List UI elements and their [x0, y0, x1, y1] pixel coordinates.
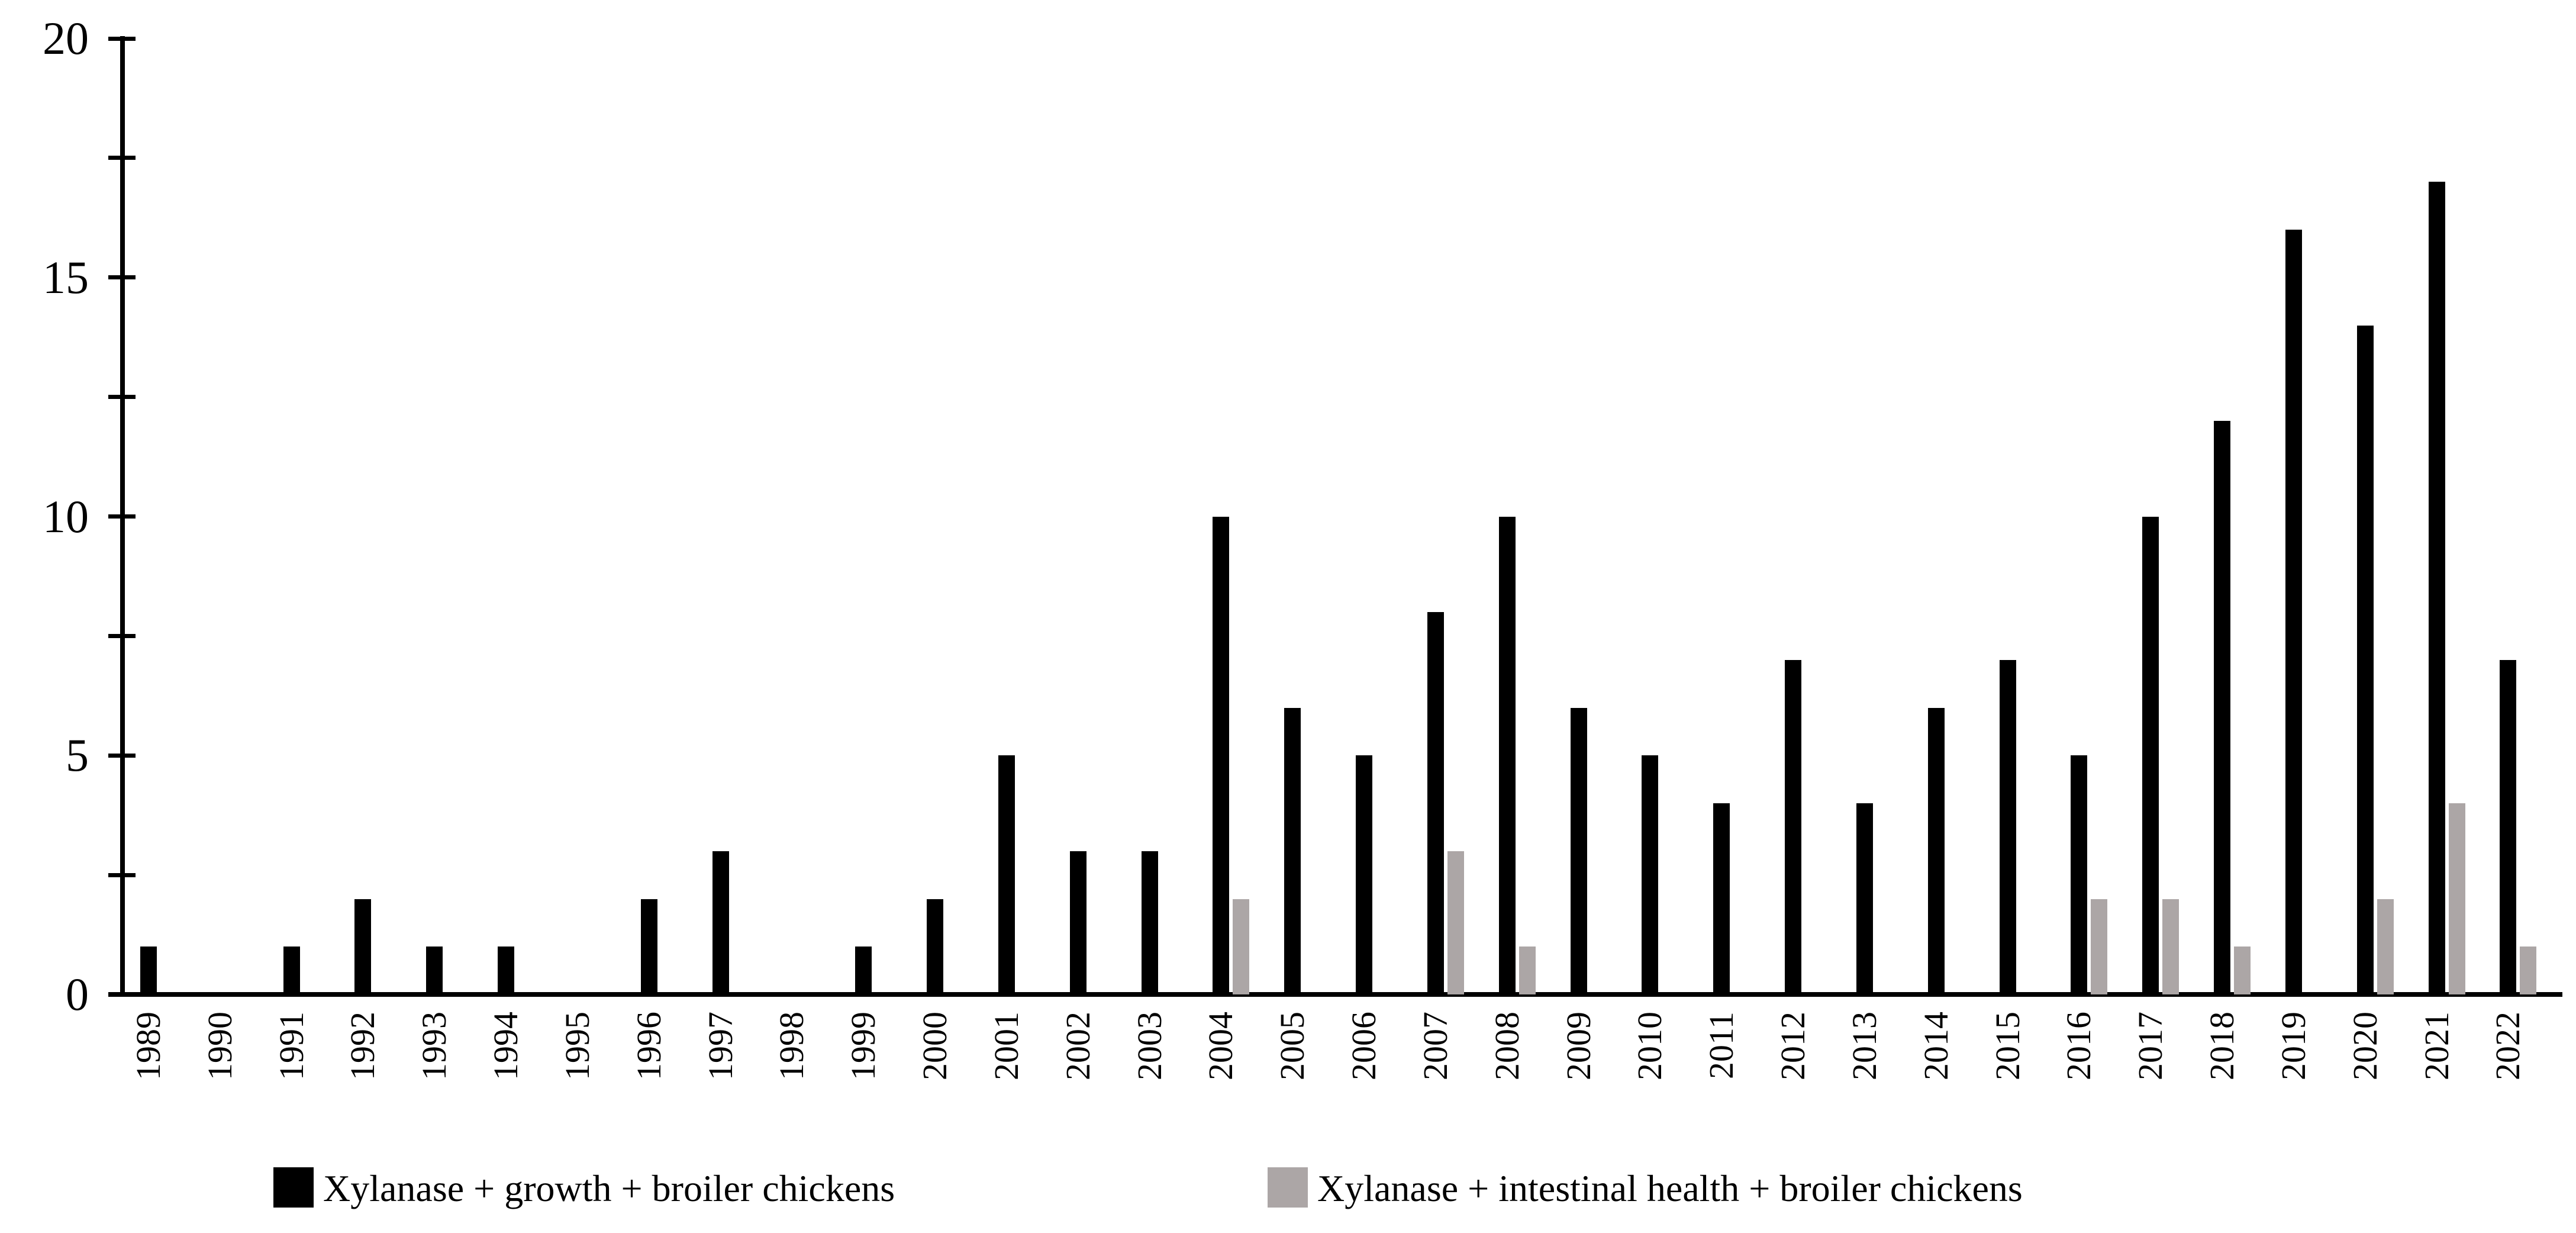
y-axis-tick-2.5 — [108, 873, 136, 877]
x-axis-label-2022: 2022 — [2488, 1012, 2527, 1080]
bar-growth-2007 — [1427, 612, 1444, 994]
x-axis-label-2015: 2015 — [1988, 1012, 2027, 1080]
x-axis-label-2012: 2012 — [1774, 1012, 1813, 1080]
x-axis-label-1989: 1989 — [129, 1012, 167, 1080]
bar-growth-1994 — [498, 947, 515, 994]
bar-growth-2002 — [1069, 851, 1087, 994]
legend-marker-health-swatch — [1268, 1167, 1308, 1208]
x-axis-label-2021: 2021 — [2417, 1012, 2456, 1080]
x-axis-label-1998: 1998 — [772, 1012, 811, 1080]
x-axis-label-2009: 2009 — [1559, 1012, 1598, 1080]
bar-intestinal-health-2007 — [1447, 851, 1464, 994]
bar-growth-2016 — [2071, 755, 2088, 994]
x-axis-label-2008: 2008 — [1487, 1012, 1526, 1080]
bar-intestinal-health-2016 — [2091, 899, 2108, 994]
bar-growth-2005 — [1284, 707, 1301, 994]
bar-growth-2000 — [927, 899, 944, 994]
bar-growth-1996 — [640, 899, 657, 994]
x-axis-line — [108, 992, 2562, 997]
x-axis-label-2018: 2018 — [2203, 1012, 2242, 1080]
bar-growth-2015 — [1999, 659, 2016, 994]
bar-growth-2019 — [2285, 230, 2302, 994]
bar-intestinal-health-2018 — [2234, 947, 2251, 994]
bar-growth-2006 — [1356, 755, 1373, 994]
legend-marker-growth-swatch — [273, 1167, 314, 1208]
x-axis-label-1993: 1993 — [415, 1012, 454, 1080]
bar-growth-2018 — [2214, 421, 2231, 994]
bar-intestinal-health-2008 — [1518, 947, 1536, 994]
y-axis-tick-10 — [108, 514, 136, 519]
x-axis-label-1997: 1997 — [701, 1012, 740, 1080]
x-axis-label-2010: 2010 — [1630, 1012, 1669, 1080]
bar-growth-2022 — [2500, 659, 2517, 994]
legend: Xylanase + growth + broiler chickens Xyl… — [0, 1160, 2576, 1225]
x-axis-label-2013: 2013 — [1845, 1012, 1884, 1080]
x-axis-label-2019: 2019 — [2274, 1012, 2313, 1080]
y-axis-tick-7.5 — [108, 633, 136, 638]
x-axis-label-2003: 2003 — [1130, 1012, 1169, 1080]
bar-growth-1992 — [354, 899, 372, 994]
x-axis-label-1999: 1999 — [844, 1012, 883, 1080]
bar-growth-2013 — [1856, 803, 1873, 994]
y-axis-label-5: 5 — [66, 729, 89, 781]
y-axis-tick-12.5 — [108, 395, 136, 400]
x-axis-label-2002: 2002 — [1058, 1012, 1097, 1080]
x-axis-label-2011: 2011 — [1702, 1012, 1741, 1079]
x-axis-label-2014: 2014 — [1916, 1012, 1955, 1080]
bar-growth-2004 — [1213, 516, 1230, 994]
y-axis-label-15: 15 — [43, 251, 89, 303]
y-axis-tick-20 — [108, 36, 136, 41]
bar-growth-1999 — [855, 947, 872, 994]
x-axis-label-1992: 1992 — [343, 1012, 382, 1080]
x-axis-label-1991: 1991 — [272, 1012, 311, 1080]
legend-label-health: Xylanase + intestinal health + broiler c… — [1317, 1167, 2023, 1209]
x-axis-label-2001: 2001 — [986, 1012, 1026, 1080]
bar-growth-2014 — [1927, 707, 1945, 994]
bar-growth-2017 — [2142, 516, 2159, 994]
y-axis-tick-5 — [108, 753, 136, 758]
x-axis-label-1995: 1995 — [557, 1012, 597, 1080]
bar-intestinal-health-2022 — [2520, 947, 2537, 994]
bar-growth-1997 — [712, 851, 729, 994]
bar-growth-2020 — [2356, 325, 2374, 994]
legend-label-growth: Xylanase + growth + broiler chickens — [323, 1167, 895, 1209]
y-axis-tick-0 — [108, 992, 136, 997]
bar-intestinal-health-2004 — [1233, 899, 1250, 994]
bar-intestinal-health-2017 — [2162, 899, 2180, 994]
bar-growth-2021 — [2428, 182, 2445, 994]
x-axis-label-2005: 2005 — [1273, 1012, 1312, 1080]
y-axis-label-0: 0 — [66, 968, 89, 1020]
bar-growth-1989 — [140, 947, 157, 994]
bar-growth-2003 — [1141, 851, 1158, 994]
x-axis-label-1994: 1994 — [486, 1012, 525, 1080]
x-axis-label-2006: 2006 — [1345, 1012, 1384, 1080]
x-axis-label-1996: 1996 — [629, 1012, 668, 1080]
y-axis-tick-15 — [108, 275, 136, 280]
bar-growth-2001 — [998, 755, 1015, 994]
y-axis-tick-17.5 — [108, 156, 136, 160]
bar-growth-2012 — [1785, 659, 1802, 994]
bar-growth-2009 — [1570, 707, 1587, 994]
x-axis-label-2000: 2000 — [915, 1012, 955, 1080]
bar-growth-1991 — [283, 947, 300, 994]
bar-growth-2011 — [1713, 803, 1730, 994]
x-axis-label-2020: 2020 — [2345, 1012, 2384, 1080]
x-axis-label-2017: 2017 — [2131, 1012, 2170, 1080]
x-axis-label-2007: 2007 — [1416, 1012, 1455, 1080]
x-axis-label-2004: 2004 — [1201, 1012, 1240, 1080]
x-axis-label-1990: 1990 — [200, 1012, 239, 1080]
bar-growth-2008 — [1498, 516, 1516, 994]
bar-growth-1993 — [426, 947, 443, 994]
bar-growth-2010 — [1642, 755, 1659, 994]
bar-intestinal-health-2021 — [2448, 803, 2465, 994]
bar-intestinal-health-2020 — [2377, 899, 2394, 994]
y-axis-label-20: 20 — [43, 12, 89, 64]
y-axis-label-10: 10 — [43, 490, 89, 542]
x-axis-label-2016: 2016 — [2059, 1012, 2098, 1080]
